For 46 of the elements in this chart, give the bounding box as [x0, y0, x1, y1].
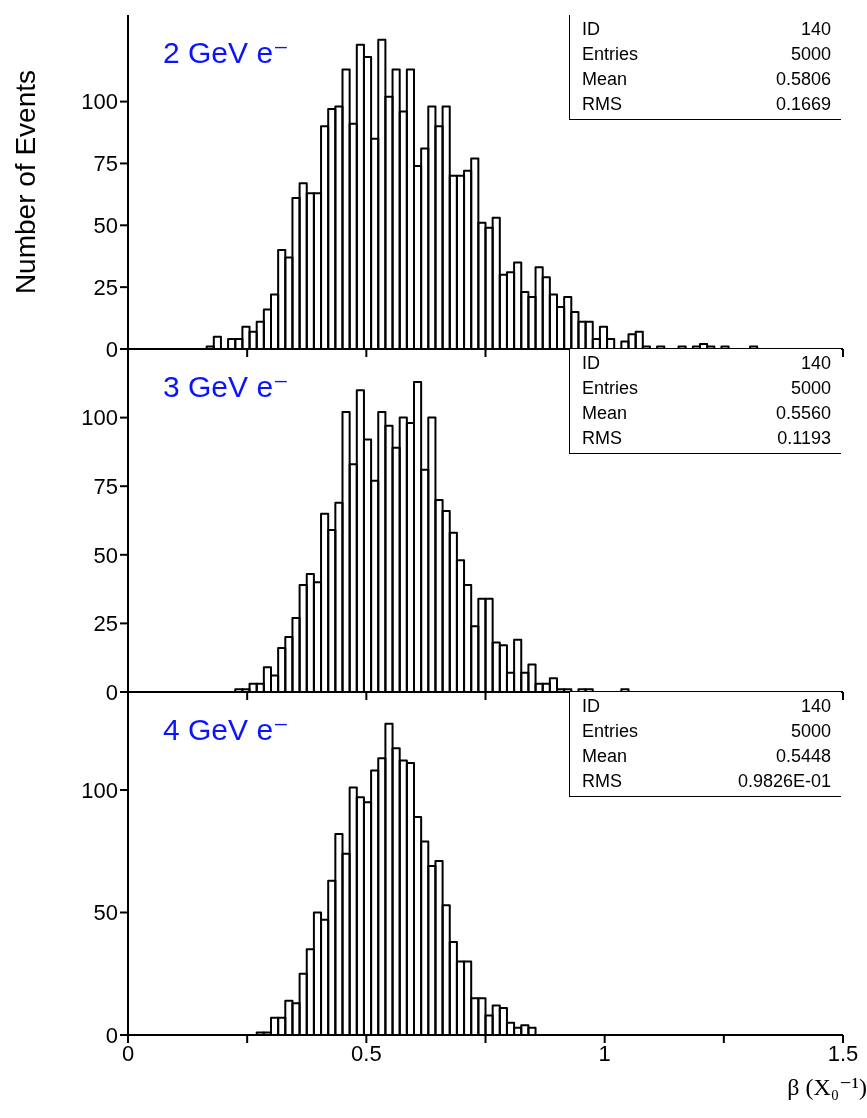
annotation: Mean: [582, 68, 628, 91]
annotation: 140: [800, 695, 831, 718]
x-tick-label: 1.5: [827, 1040, 859, 1066]
annotation: RMS: [582, 427, 622, 450]
annotation: Entries: [582, 720, 639, 743]
annotation: 5000: [790, 720, 831, 743]
y-tick-label: 0: [105, 336, 118, 362]
y-tick-label: 100: [81, 405, 118, 431]
y-tick-label: 0: [105, 679, 118, 705]
annotation: 0.1193: [777, 427, 831, 450]
y-tick-label: 25: [93, 274, 118, 300]
text: 4 GeV e⁻: [163, 712, 289, 747]
y-tick-label: 75: [93, 474, 118, 500]
x-tick-label: 1: [598, 1040, 611, 1066]
y-tick-label: 50: [93, 900, 118, 926]
y-tick-label: 25: [93, 611, 118, 637]
y-tick-label: 75: [93, 151, 118, 177]
y-tick-label: 50: [93, 542, 118, 568]
text: 3 GeV e⁻: [163, 369, 289, 404]
y-tick-label: 50: [93, 213, 118, 239]
annotation: 0.5560: [775, 402, 831, 425]
annotation: 0.5448: [775, 745, 831, 768]
annotation: 0.1669: [775, 93, 831, 116]
text: 2 GeV e⁻: [163, 35, 289, 70]
annotation: Entries: [582, 377, 639, 400]
annotation: 140: [800, 352, 831, 375]
annotation: RMS: [582, 770, 622, 793]
annotation: ID: [582, 18, 600, 41]
annotation: Mean: [582, 402, 628, 425]
x-tick-label: 0: [121, 1040, 135, 1066]
annotation: Mean: [582, 745, 628, 768]
annotation: 5000: [790, 43, 831, 66]
x-axis-title: β (X₀⁻¹): [787, 1073, 867, 1101]
y-axis-title: Number of Events: [10, 69, 42, 295]
annotation: 0.5806: [775, 68, 831, 91]
annotation: RMS: [582, 93, 622, 116]
y-tick-label: 100: [81, 777, 118, 803]
x-tick-label: 0.5: [351, 1040, 382, 1066]
y-tick-label: 100: [81, 89, 118, 115]
annotation: 140: [800, 18, 831, 41]
annotation: 0.9826E-01: [737, 770, 831, 793]
annotation: ID: [582, 695, 600, 718]
annotation: Entries: [582, 43, 639, 66]
annotation: 5000: [790, 377, 831, 400]
y-tick-label: 0: [105, 1022, 118, 1048]
annotation: ID: [582, 352, 600, 375]
